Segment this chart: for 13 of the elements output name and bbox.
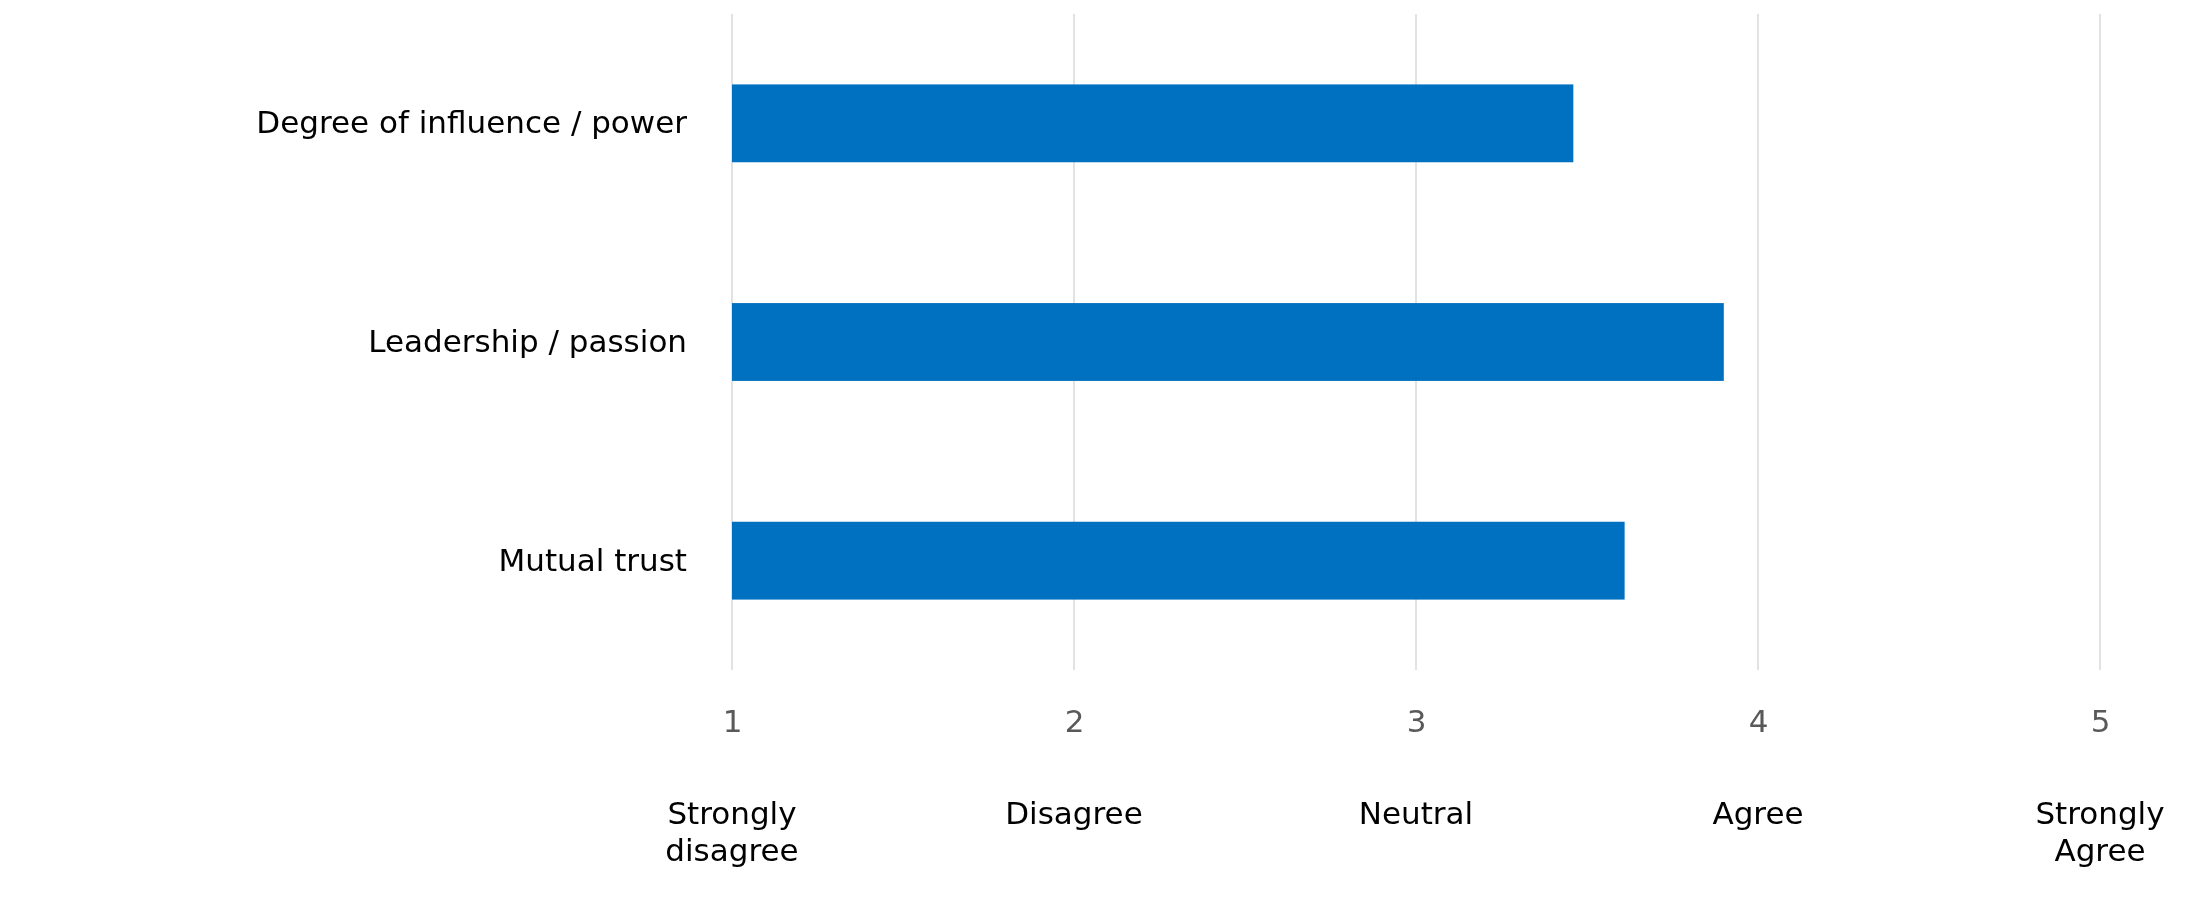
x-tick-label: 3 [1406, 703, 1427, 740]
x-tick-label: 2 [1064, 703, 1085, 740]
text: Agree [1712, 795, 1804, 831]
x-tick-label: 1 [722, 703, 743, 740]
y-tick-label: Degree of influence / power [256, 104, 688, 141]
text: Disagree [1005, 795, 1143, 831]
x-tick-label: 5 [2090, 703, 2111, 740]
text: Neutral [1358, 795, 1474, 831]
y-tick-label: Mutual trust [498, 541, 687, 578]
x-tick-label: 4 [1748, 703, 1769, 740]
text: Strongly Agree [2035, 795, 2165, 868]
text: Strongly disagree [665, 795, 799, 868]
y-tick-label: Leadership / passion [368, 322, 687, 359]
